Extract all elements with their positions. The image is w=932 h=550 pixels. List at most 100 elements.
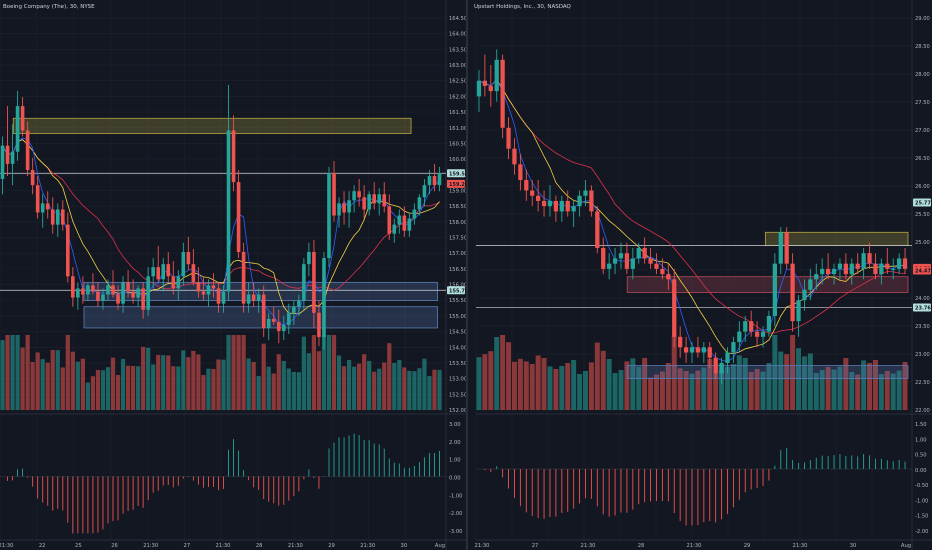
volume-bar — [636, 366, 642, 410]
volume-bar — [206, 368, 211, 410]
volume-bar — [707, 359, 713, 410]
time-axis-label: 21:30 — [687, 543, 702, 549]
volume-bar — [70, 351, 75, 410]
volume-bar — [261, 343, 266, 410]
candle-body — [689, 347, 695, 353]
candle-body — [731, 342, 736, 353]
volume-bar — [665, 363, 671, 410]
volume-bar — [523, 361, 529, 410]
candle-body — [553, 200, 559, 212]
price-axis-label: 153.50 — [449, 361, 466, 367]
volume-bar — [226, 335, 231, 410]
candle-body — [879, 263, 884, 275]
candle-body — [695, 347, 701, 353]
candle-body — [65, 224, 70, 277]
price-axis-label: 161.50 — [449, 110, 466, 116]
price-axis-label: 23.00 — [915, 352, 930, 358]
volume-bar — [677, 368, 683, 410]
candle-body — [397, 215, 402, 225]
volume-bar — [612, 373, 618, 410]
price-axis-label: 156.00 — [449, 283, 466, 289]
candle-body — [317, 312, 321, 338]
volume-bar — [713, 373, 719, 410]
candle-body — [191, 264, 196, 283]
candle-body — [392, 224, 397, 234]
volume-bar — [553, 369, 559, 410]
boeing-chart-canvas[interactable]: 164.50 164.00 163.50 163.00 162.50 162.00 161.… — [0, 0, 466, 550]
candle-body — [784, 232, 789, 264]
volume-bar — [535, 355, 541, 410]
price-badge — [913, 198, 931, 207]
candle-body — [896, 258, 902, 269]
volume-bar — [582, 371, 588, 410]
candle-body — [116, 294, 120, 304]
candle-body — [855, 263, 860, 269]
candle-body — [589, 190, 594, 212]
time-axis-label: Aug — [435, 543, 445, 549]
upstart-chart-canvas[interactable]: 29.00 28.50 28.00 27.50 27.00 26.50 26.00 25.50… — [466, 0, 932, 550]
candle-body — [166, 264, 171, 277]
chart-panel-boeing[interactable]: 164.50 164.00 163.50 163.00 162.50 162.00 161.… — [0, 0, 466, 550]
candle-body — [131, 291, 135, 298]
volume-bar — [831, 369, 837, 410]
candle-body — [902, 258, 908, 269]
chart-panel-upstart[interactable]: 29.00 28.50 28.00 27.50 27.00 26.50 26.00 25.50… — [466, 0, 932, 550]
candle-body — [161, 264, 166, 280]
time-axis-label: 30 — [850, 543, 857, 549]
candle-body — [565, 200, 570, 212]
volume-bar — [402, 367, 407, 410]
candle-body — [867, 253, 872, 264]
volume-bar — [251, 361, 256, 410]
volume-bar — [286, 368, 291, 410]
candle-body — [196, 282, 201, 292]
price-axis-label: 157.00 — [449, 251, 466, 257]
demand-zone — [83, 306, 438, 329]
price-axis-label: 26.00 — [915, 184, 930, 190]
candle-body — [577, 195, 582, 207]
candle-body — [101, 294, 105, 301]
price-axis-label: 152.50 — [449, 392, 466, 398]
candle-body — [743, 321, 748, 332]
candle-body — [206, 285, 211, 295]
volume-bar — [861, 360, 867, 410]
candle-body — [678, 336, 683, 348]
time-axis-label: 27 — [184, 543, 191, 549]
volume-bar — [90, 376, 96, 410]
candle-body — [820, 268, 825, 275]
volume-bar — [837, 366, 843, 410]
candle-body — [136, 288, 140, 298]
candle-body — [559, 200, 564, 212]
volume-bar — [276, 354, 281, 410]
candle-body — [713, 357, 718, 374]
candle-body — [766, 315, 772, 332]
time-axis-label: 27 — [532, 543, 539, 549]
volume-bar — [316, 351, 322, 410]
volume-bar — [191, 350, 196, 410]
candle-body — [547, 200, 553, 207]
volume-bar — [341, 366, 347, 410]
volume-bar — [311, 335, 317, 410]
volume-bar — [476, 357, 482, 410]
volume-bar — [600, 350, 606, 410]
oscillator-axis-label: -1.00 — [449, 493, 462, 499]
candle-body — [312, 251, 316, 313]
volume-bar — [843, 358, 849, 410]
ma-slow-line — [478, 78, 906, 334]
candle-body — [387, 206, 392, 234]
volume-bar — [494, 337, 500, 410]
volume-bar — [20, 347, 25, 410]
candle-body — [40, 203, 45, 213]
volume-bar — [241, 335, 246, 410]
volume-bar — [50, 349, 55, 410]
candle-body — [719, 362, 724, 374]
candle-body — [660, 268, 665, 275]
price-axis-label: 160.00 — [449, 157, 466, 163]
price-axis-label: 154.50 — [449, 330, 466, 336]
volume-bar — [790, 335, 796, 410]
time-axis-label: 22 — [39, 543, 46, 549]
volume-bar — [236, 335, 241, 410]
time-axis-label: 28 — [256, 543, 263, 549]
volume-bar — [766, 363, 772, 410]
candle-body — [524, 180, 529, 191]
candle-body — [15, 106, 20, 152]
